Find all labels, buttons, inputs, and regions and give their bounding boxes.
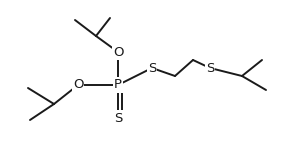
Text: P: P [114, 78, 122, 92]
Text: S: S [114, 112, 122, 124]
Text: O: O [73, 78, 83, 92]
Text: S: S [148, 62, 156, 74]
Text: S: S [206, 62, 214, 74]
Text: O: O [113, 45, 123, 59]
